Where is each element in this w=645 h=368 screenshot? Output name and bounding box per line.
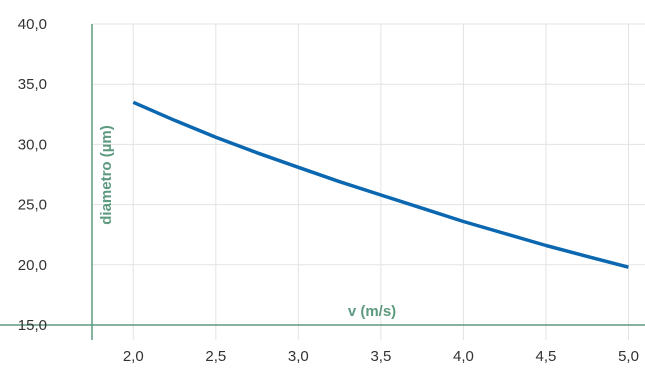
x-tick-label: 3,5 (370, 348, 391, 365)
y-axis-title: diametro (µm) (98, 125, 115, 225)
x-tick-label: 4,0 (453, 348, 474, 365)
x-tick-label: 3,0 (288, 348, 309, 365)
x-tick-label: 2,0 (123, 348, 144, 365)
x-axis-title: v (m/s) (348, 303, 396, 320)
y-tick-label: 15,0 (18, 317, 47, 334)
x-tick-labels: 2,0 2,5 3,0 3,5 4,0 4,5 5,0 (123, 348, 639, 365)
x-tick-label: 2,5 (205, 348, 226, 365)
y-tick-label: 40,0 (18, 16, 47, 33)
y-tick-label: 30,0 (18, 136, 47, 153)
series-line (132, 100, 629, 269)
axes (0, 24, 645, 340)
y-tick-label: 35,0 (18, 76, 47, 93)
series (132, 100, 629, 269)
x-tick-label: 4,5 (536, 348, 557, 365)
grid (92, 23, 645, 340)
x-tick-label: 5,0 (618, 348, 639, 365)
y-tick-label: 20,0 (18, 257, 47, 274)
y-tick-label: 25,0 (18, 197, 47, 214)
y-tick-labels: 15,0 20,0 25,0 30,0 35,0 40,0 (18, 16, 47, 334)
